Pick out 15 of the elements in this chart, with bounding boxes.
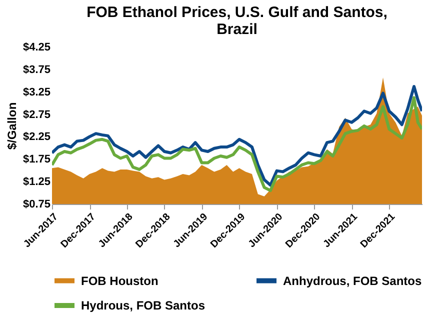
- y-tick-label: $3.75: [22, 64, 50, 76]
- y-tick-label: $3.25: [22, 86, 50, 98]
- legend-label: FOB Houston: [81, 274, 158, 288]
- y-axis-title: $/Gallon: [4, 102, 19, 150]
- y-tick-label: $1.25: [22, 176, 50, 188]
- y-tick-label: $2.75: [22, 108, 50, 121]
- chart-title: FOB Ethanol Prices, U.S. Gulf and Santos, Brazil: [86, 4, 388, 38]
- y-tick-label: $4.25: [22, 42, 50, 54]
- y-tick-label: $1.75: [22, 154, 50, 166]
- line-series: [52, 84, 422, 187]
- y-tick-label: $2.25: [22, 131, 50, 144]
- y-tick-label: $0.75: [22, 198, 50, 210]
- legend-label: Hydrous, FOB Santos: [81, 298, 206, 312]
- line-series: [52, 96, 422, 192]
- legend-label: Anhydrous, FOB Santos: [283, 274, 422, 288]
